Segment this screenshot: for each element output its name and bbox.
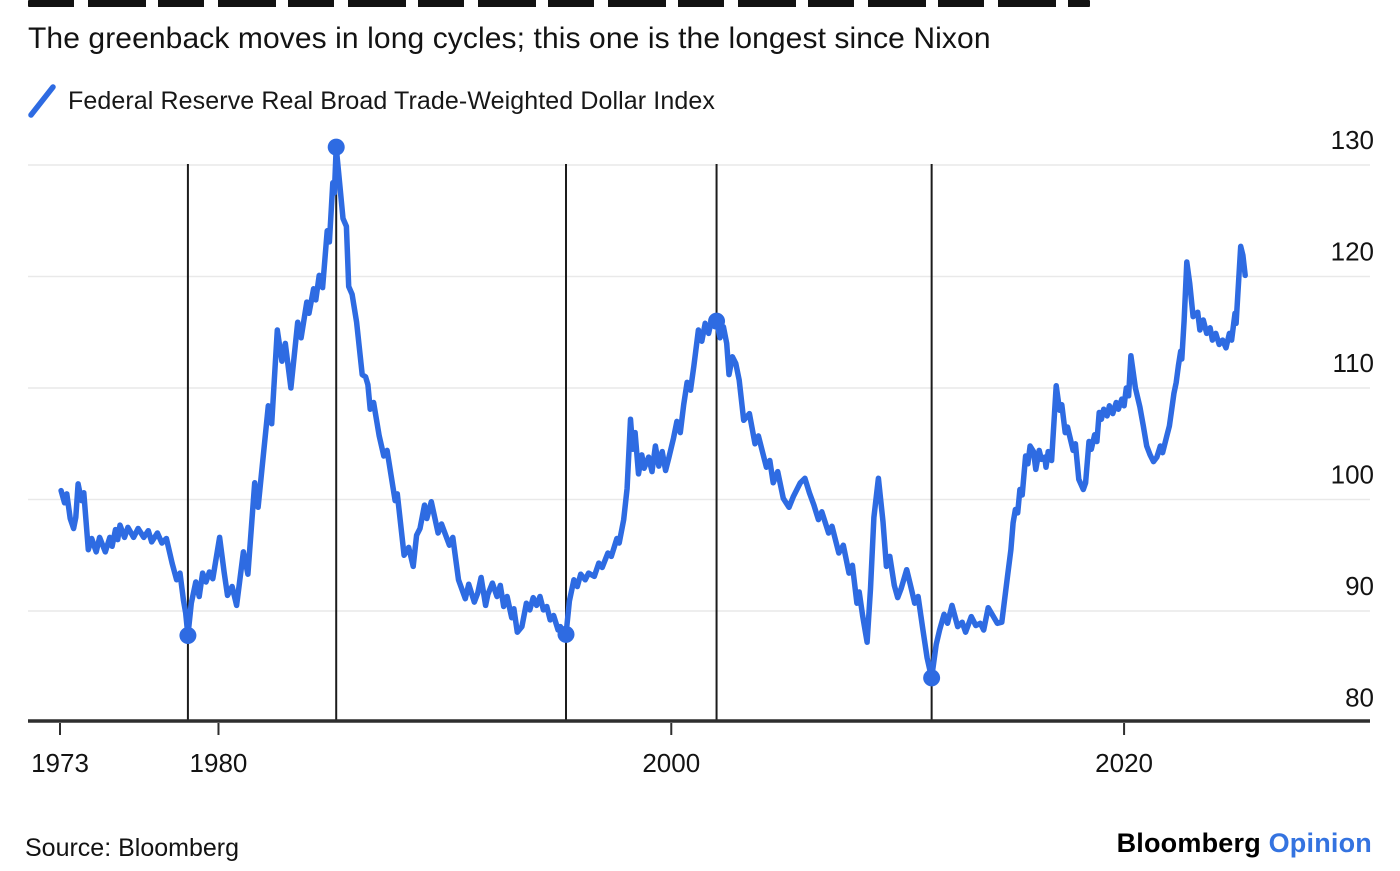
y-tick-label-90: 90: [1345, 571, 1374, 601]
source-note: Source: Bloomberg: [25, 834, 240, 862]
legend: Federal Reserve Real Broad Trade-Weighte…: [28, 84, 715, 118]
y-tick-label-120: 120: [1331, 237, 1374, 267]
cropped-headline-remnant: [28, 0, 1090, 7]
y-tick-label-100: 100: [1331, 460, 1374, 490]
legend-line-swatch-icon: [28, 84, 58, 118]
y-tick-label-80: 80: [1345, 683, 1374, 713]
legend-label: Federal Reserve Real Broad Trade-Weighte…: [68, 86, 715, 115]
bloomberg-opinion-logo: Bloomberg Opinion: [1117, 828, 1372, 859]
turning-point-dot-trough-2012: [923, 669, 941, 687]
x-tick-label-1980: 1980: [190, 748, 248, 778]
y-tick-label-110: 110: [1333, 348, 1374, 378]
turning-point-dot-trough-1979: [179, 627, 197, 645]
x-tick-label-1973: 1973: [31, 748, 89, 778]
turning-point-dot-trough-1995: [557, 625, 575, 643]
opinion-wordmark: Opinion: [1268, 828, 1372, 858]
y-tick-label-130: 130: [1331, 125, 1374, 155]
bloomberg-wordmark: Bloomberg: [1116, 828, 1261, 858]
chart-title: The greenback moves in long cycles; this…: [28, 22, 991, 55]
x-tick-label-2020: 2020: [1095, 748, 1153, 778]
x-tick-label-2000: 2000: [642, 748, 700, 778]
turning-point-dot-peak-2002: [708, 312, 726, 330]
turning-point-dot-peak-1985: [327, 138, 345, 156]
dollar-index-series-line: [58, 144, 1248, 681]
